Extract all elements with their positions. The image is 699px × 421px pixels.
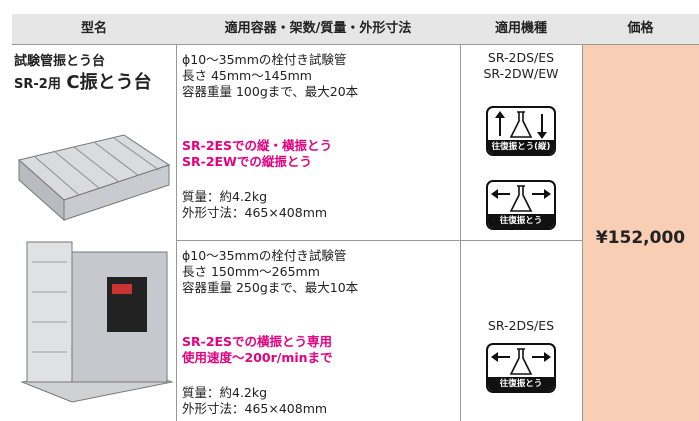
spec-line: ϕ10～35mmの栓付き試験管 xyxy=(182,248,347,263)
motion-icon: 往復振とう xyxy=(486,343,556,393)
header-cell: 価格 xyxy=(627,21,654,36)
col-line xyxy=(176,44,177,421)
product-image xyxy=(17,134,171,222)
spec-line: 長さ 150mm～265mm xyxy=(182,264,320,279)
motion-icon: 往復振とう(縦) xyxy=(486,106,556,156)
icon-graphic xyxy=(491,348,551,375)
spec-line: 長さ 45mm～145mm xyxy=(182,68,312,83)
product-name: SR-2用 C振とう台 xyxy=(14,68,152,94)
icon-label: 往復振とう(縦) xyxy=(488,140,554,154)
price: ¥152,000 xyxy=(595,228,686,248)
price-cell xyxy=(582,44,699,421)
spec-line: 容器重量 100gまで、最大20本 xyxy=(182,84,359,99)
highlight-line: 使用速度～200r/minまで xyxy=(182,350,333,365)
product-main: C振とう台 xyxy=(66,72,152,93)
spec-line: ϕ10～35mmの栓付き試験管 xyxy=(182,52,347,67)
product-prefix: SR-2用 xyxy=(14,77,61,92)
header-cell: 適用機種 xyxy=(494,21,547,36)
spec-line: 容器重量 250gまで、最大10本 xyxy=(182,280,359,295)
model-name: SR-2DS/ES xyxy=(487,50,555,65)
icon-label: 往復振とう xyxy=(488,214,554,228)
highlight-line: SR-2ESでの縦・横振とう xyxy=(182,138,333,153)
model-name: SR-2DW/EW xyxy=(483,66,559,81)
product-name: 試験管振とう台 xyxy=(14,54,106,69)
motion-icon: 往復振とう xyxy=(486,180,556,230)
row-line xyxy=(12,44,699,45)
product-image xyxy=(20,241,174,403)
detail-line: 質量：約4.2kg xyxy=(182,385,268,400)
header-cell: 型名 xyxy=(80,21,107,36)
header-band xyxy=(12,14,699,44)
row-line xyxy=(176,240,582,241)
icon-label: 往復振とう xyxy=(488,377,554,391)
header-cell: 適用容器・架数/質量・外形寸法 xyxy=(224,21,412,36)
model-name: SR-2DS/ES xyxy=(487,318,555,333)
highlight-line: SR-2EWでの縦振とう xyxy=(182,154,312,169)
col-line xyxy=(460,44,461,421)
detail-line: 質量：約4.2kg xyxy=(182,189,268,204)
detail-line: 外形寸法：465×408mm xyxy=(182,401,328,416)
detail-line: 外形寸法：465×408mm xyxy=(182,205,328,220)
icon-graphic xyxy=(491,185,551,212)
col-line xyxy=(582,44,583,421)
highlight-line: SR-2ESでの横振とう専用 xyxy=(182,334,333,349)
icon-graphic xyxy=(495,111,547,139)
